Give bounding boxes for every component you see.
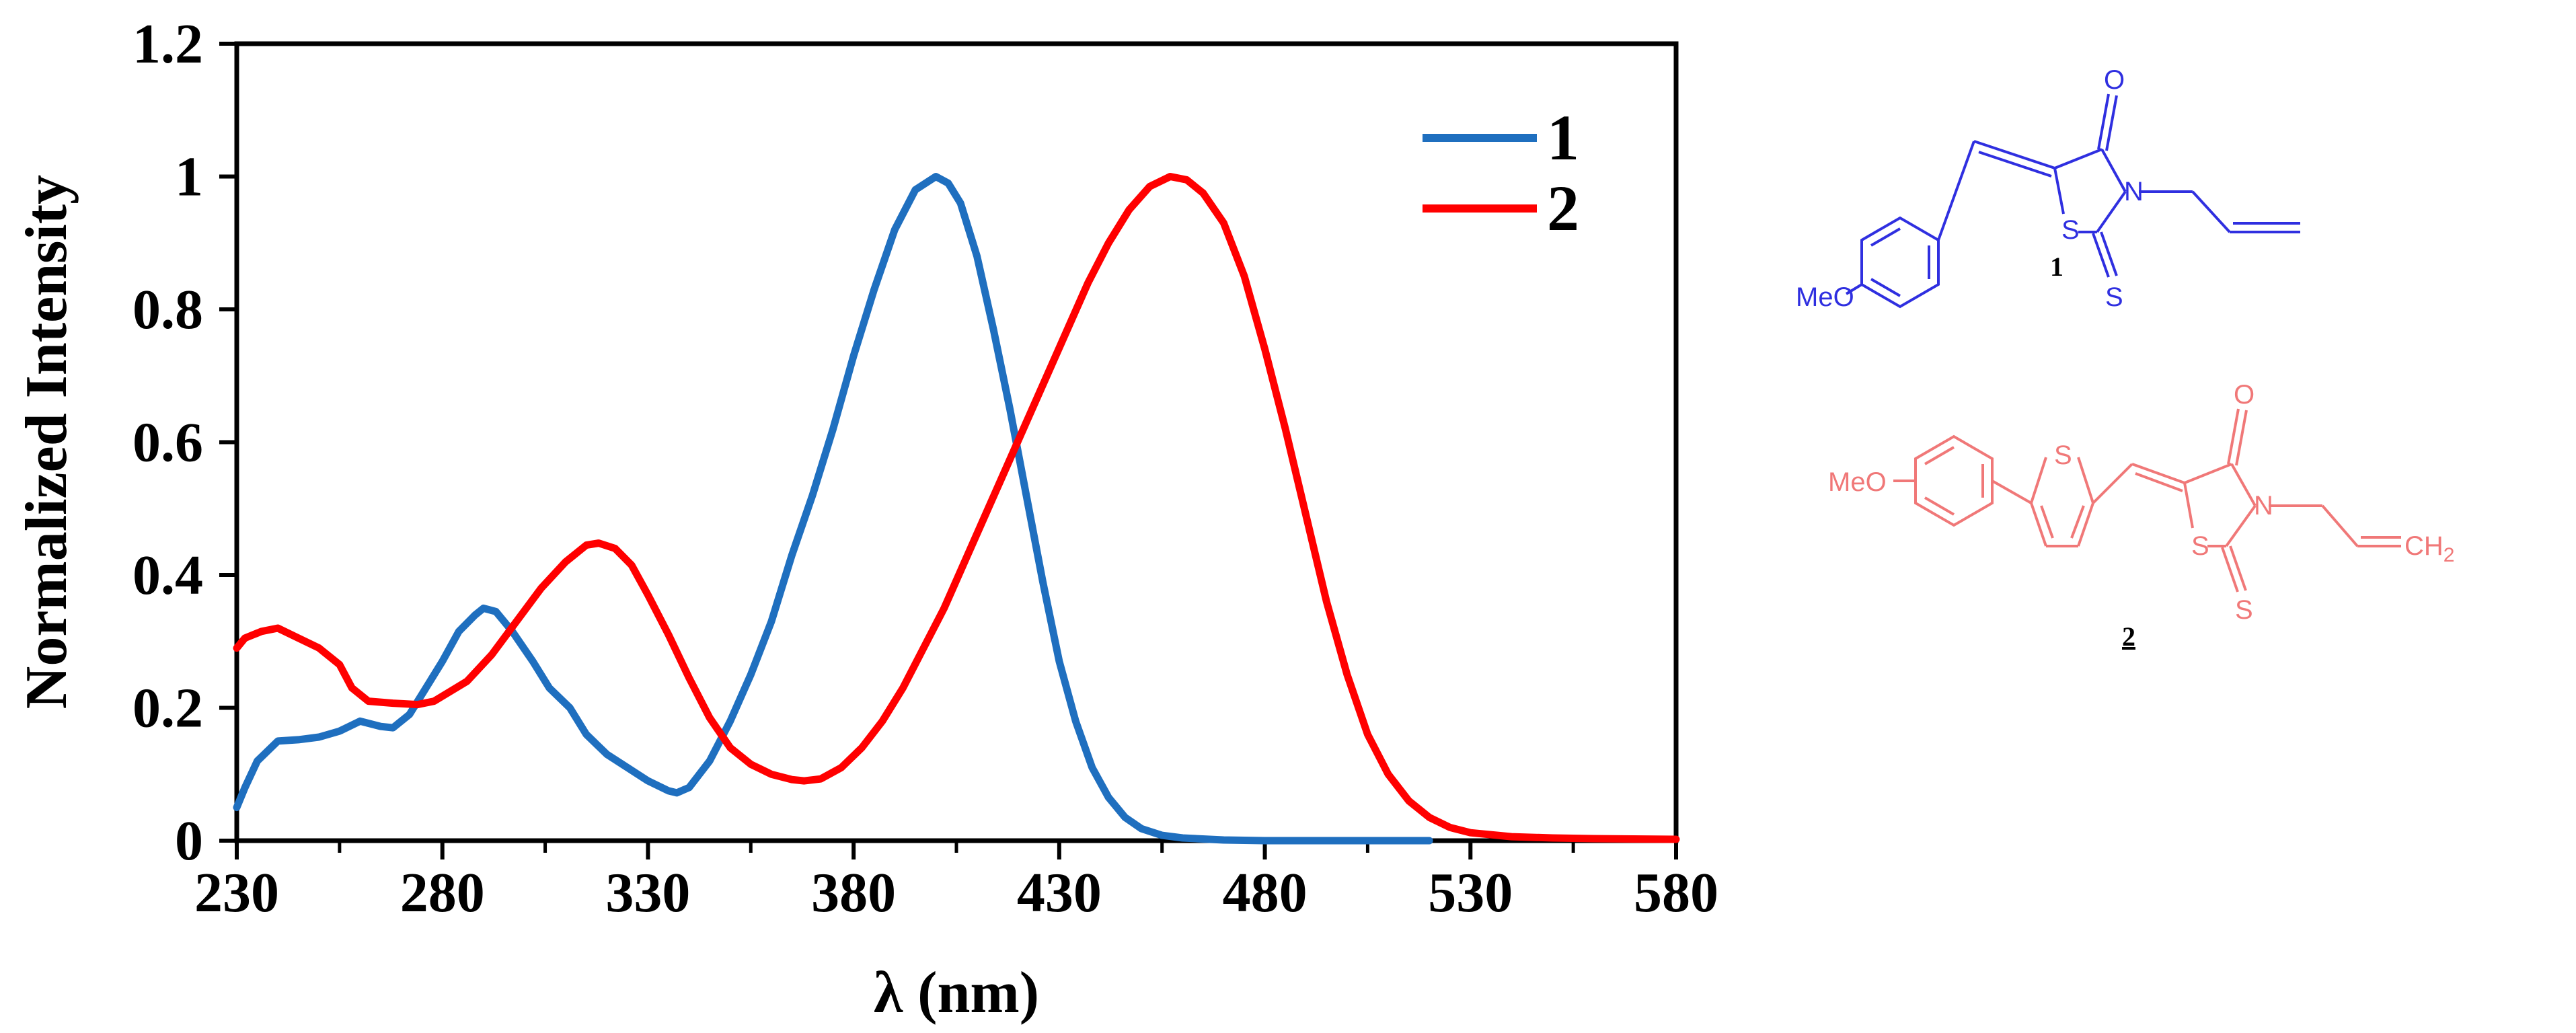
y-tick-label: 0.6	[132, 412, 203, 474]
compound-1-nitrogen-label: N	[2124, 177, 2144, 206]
y-tick-label: 0.2	[132, 677, 203, 740]
y-tick-label: 0	[175, 810, 203, 872]
x-tick-label: 430	[1017, 862, 1102, 924]
x-tick-label: 380	[811, 862, 896, 924]
series-layer	[233, 173, 1680, 845]
x-tick-label: 280	[400, 862, 485, 924]
legend-label-2: 2	[1547, 172, 1579, 244]
y-tick-labels: 0 0.2 0.4 0.6 0.8 1 1.2	[132, 13, 203, 872]
compound-2-oxygen-label: O	[2234, 380, 2255, 410]
plot-frame	[234, 41, 1679, 843]
y-tick-label: 0.8	[132, 278, 203, 341]
x-tick-label: 480	[1223, 862, 1308, 924]
x-tick-label: 530	[1428, 862, 1513, 924]
structure-compound-1	[1845, 93, 2300, 309]
series-line-1	[233, 173, 1433, 845]
compound-2-thiophene-sulfur-label: S	[2054, 441, 2072, 470]
tick-marks	[219, 42, 1678, 859]
x-tick-labels: 230 280 330 380 430 480 530 580	[194, 862, 1718, 924]
compound-1-number: 1	[2050, 252, 2063, 282]
y-axis-title: Normalized Intensity	[14, 175, 79, 709]
compound-2-number: 2	[2122, 621, 2135, 652]
x-axis-title: λ (nm)	[874, 960, 1039, 1026]
compound-1-ring-sulfur-label: S	[2061, 215, 2080, 245]
compound-2-meo-label: MeO	[1828, 467, 1887, 497]
compound-2-ring-sulfur-label: S	[2191, 531, 2209, 561]
y-tick-label: 1	[175, 146, 203, 208]
compound-2-thione-sulfur-label: S	[2235, 595, 2253, 625]
compound-1-meo-label: MeO	[1796, 282, 1854, 312]
compound-2-nitrogen-label: N	[2254, 491, 2273, 521]
structure-compound-2	[1893, 408, 2401, 592]
series-line-2	[233, 173, 1680, 843]
compound-1-oxygen-label: O	[2104, 65, 2125, 95]
legend: 1 2	[1423, 102, 1579, 244]
structure-compound-2-labels: MeO S O N S S CH2 2	[1828, 380, 2454, 652]
y-tick-label: 1.2	[132, 13, 203, 75]
y-tick-label: 0.4	[132, 544, 203, 607]
compound-1-thione-sulfur-label: S	[2105, 282, 2123, 312]
structure-compound-1-labels: MeO O N S S 1	[1796, 65, 2144, 312]
x-tick-label: 580	[1634, 862, 1718, 924]
x-tick-label: 230	[194, 862, 279, 924]
x-tick-label: 330	[605, 862, 690, 924]
legend-label-1: 1	[1547, 102, 1579, 174]
compound-2-terminal-ch2-label: CH2	[2404, 531, 2454, 566]
